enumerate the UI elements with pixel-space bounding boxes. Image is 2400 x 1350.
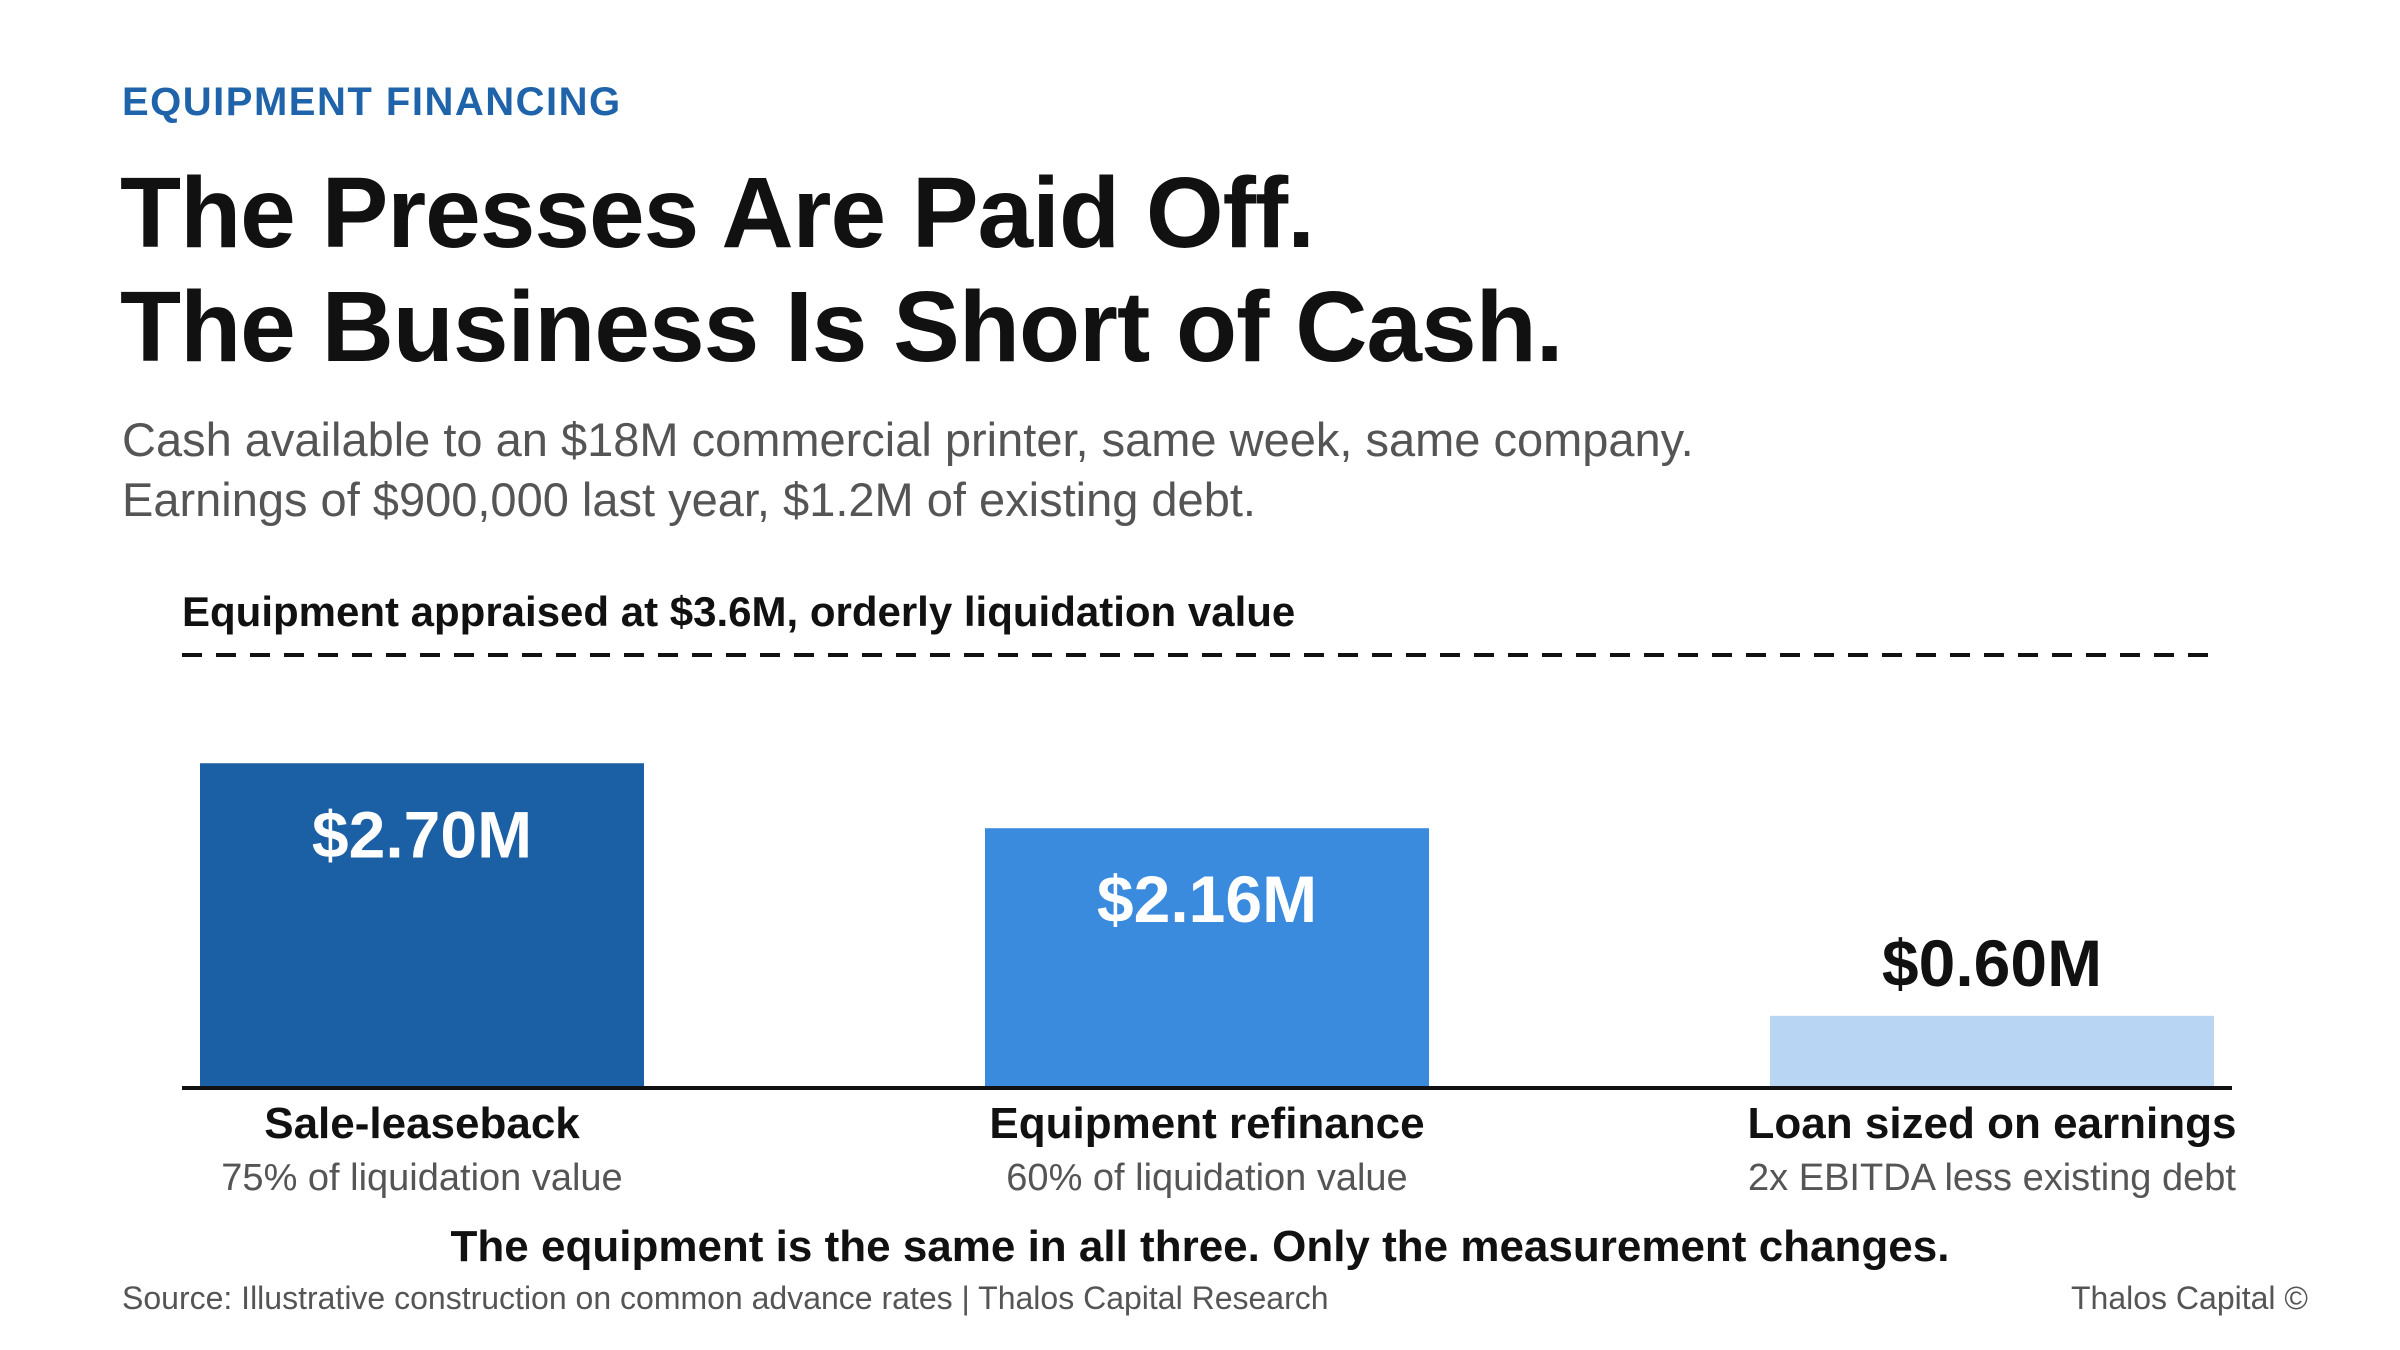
subtitle-line-2: Earnings of $900,000 last year, $1.2M of… <box>122 473 1256 526</box>
category-note-2: 60% of liquidation value <box>1006 1157 1407 1199</box>
brand-mark: Thalos Capital © <box>2070 1280 2308 1316</box>
page-subtitle: Cash available to an $18M commercial pri… <box>122 410 1694 530</box>
source-note: Source: Illustrative construction on com… <box>122 1280 1329 1316</box>
bar-3 <box>1770 1015 2214 1088</box>
page-title: The Presses Are Paid Off. The Business I… <box>120 156 1564 384</box>
reference-line-label: Equipment appraised at $3.6M, orderly li… <box>182 588 1296 635</box>
bar-value-label-3: $0.60M <box>1882 926 2102 1000</box>
eyebrow-label: EQUIPMENT FINANCING <box>122 80 622 124</box>
title-line-1: The Presses Are Paid Off. <box>120 157 1315 269</box>
bar-value-label-2: $2.16M <box>1097 862 1317 936</box>
title-line-2: The Business Is Short of Cash. <box>120 271 1564 383</box>
category-label-2: Equipment refinance <box>989 1099 1424 1148</box>
bar-2 <box>985 828 1429 1088</box>
bar-value-label-1: $2.70M <box>312 797 532 871</box>
footer-note: The equipment is the same in all three. … <box>450 1222 1950 1271</box>
category-note-3: 2x EBITDA less existing debt <box>1748 1157 2236 1199</box>
category-note-1: 75% of liquidation value <box>221 1157 622 1199</box>
subtitle-line-1: Cash available to an $18M commercial pri… <box>122 413 1694 466</box>
category-label-3: Loan sized on earnings <box>1748 1099 2237 1148</box>
category-label-1: Sale-leaseback <box>264 1099 580 1148</box>
bar-1 <box>200 763 644 1088</box>
